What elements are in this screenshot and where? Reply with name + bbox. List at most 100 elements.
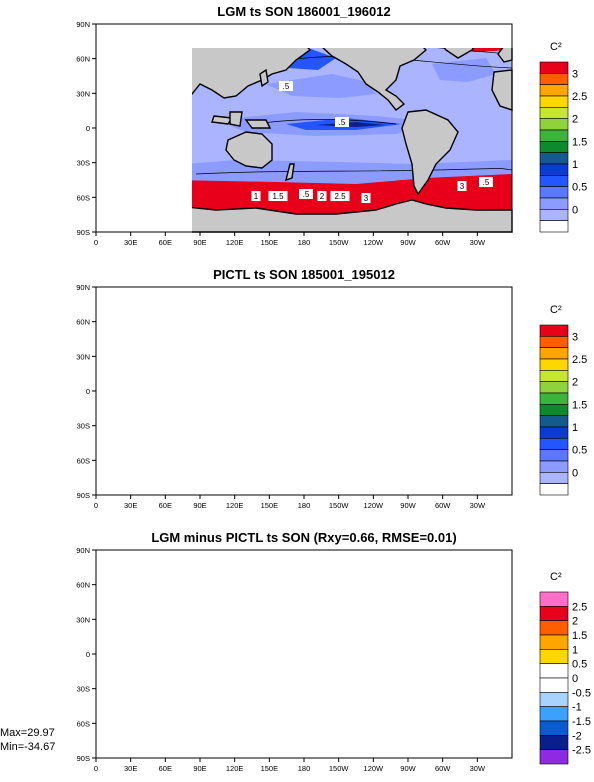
contour-label-box-1-5 — [251, 191, 261, 201]
field-patch-3-8 — [296, 718, 436, 732]
colorbar-swatch-3-4 — [539, 634, 569, 650]
colorbar-swatch-2-12 — [539, 449, 569, 462]
colorbar-swatch-1-8 — [539, 141, 569, 153]
contour-label-box-2-10 — [327, 454, 346, 464]
lat-tick-label-3-3: 30N — [76, 615, 90, 624]
field-patch-2-11 — [96, 421, 512, 453]
field-patch-1-13 — [426, 180, 512, 212]
lon-tick-label-3-12: 30W — [470, 764, 486, 773]
lon-tick-label-1-12: 30W — [470, 238, 486, 247]
contour-label-box-2-19 — [325, 450, 339, 460]
lon-tick-label-3-5: 120E — [226, 764, 244, 773]
lon-tick-label-2-4: 90E — [193, 501, 206, 510]
contour-label-2-3: 3 — [300, 297, 305, 306]
contour-label-box-2-20 — [482, 448, 491, 458]
lat-tick-label-2-2: 60N — [76, 318, 90, 327]
contour-label-2-13: 2.5 — [220, 461, 232, 470]
lon-tick-label-1-8: 150W — [329, 238, 350, 247]
colorbar-label-3-2: 2 — [572, 616, 578, 628]
contour-label-1-9: 2.5 — [334, 192, 346, 201]
contour-label-3-8: 1 — [218, 722, 223, 731]
lat-tick-label-3-4: 0 — [86, 650, 90, 659]
colorbar-swatch-2-15 — [539, 483, 569, 496]
colorbar-label-1-5: 1 — [572, 159, 578, 171]
lat-tick-label-1-3: 30N — [76, 89, 90, 98]
lon-tick-label-3-1: 0 — [94, 764, 98, 773]
contour-label-box-2-17 — [289, 476, 308, 486]
lon-tick-label-2-10: 90W — [400, 501, 416, 510]
contour-label-box-3-9 — [224, 721, 233, 731]
colorbar-swatch-3-12 — [539, 749, 569, 765]
colorbar-unit-1: C² — [550, 41, 562, 53]
colorbar-label-2-1: 3 — [572, 331, 578, 343]
field-patch-2-3 — [136, 287, 496, 299]
colorbar-swatch-2-2 — [539, 336, 569, 348]
field-patch-1-5 — [266, 74, 376, 98]
lat-tick-label-3-5: 30S — [77, 685, 90, 694]
field-patch-3-2 — [96, 550, 176, 570]
contour-label-3-2: 0 — [212, 634, 217, 643]
contour-line-1-2 — [192, 56, 513, 69]
contour-line-3-4 — [236, 690, 416, 692]
field-patch-3-4 — [316, 552, 456, 562]
field-patch-2-5 — [264, 327, 358, 349]
colorbar-label-2-3: 2 — [572, 377, 578, 389]
lat-tick-label-3-7: 90S — [77, 754, 90, 763]
panel-3: LGM minus PICTL ts SON (Rxy=0.66, RMSE=0… — [0, 530, 591, 773]
colorbar-swatch-1-9 — [539, 152, 569, 165]
lat-tick-label-3-6: 60S — [77, 719, 90, 728]
contour-label-box-3-2 — [210, 633, 219, 643]
contour-label-box-2-14 — [245, 458, 259, 468]
colorbar-swatch-1-10 — [539, 163, 569, 176]
field-patch-2-7 — [426, 329, 492, 349]
contour-label-2-15: 1 — [266, 459, 271, 468]
stat-max: Max=29.97 — [0, 727, 55, 739]
lon-tick-label-3-4: 90E — [193, 764, 206, 773]
lon-tick-label-1-10: 90W — [400, 238, 416, 247]
colorbar-swatch-1-1 — [539, 61, 569, 74]
field-patch-3-3 — [156, 552, 316, 564]
contour-label-box-2-8 — [429, 342, 443, 352]
contour-label-1-8: 2 — [320, 192, 325, 201]
lon-tick-label-2-2: 30E — [124, 501, 137, 510]
colorbar-label-2-5: 1 — [572, 422, 578, 434]
contour-label-box-2-16 — [278, 458, 287, 468]
contour-label-2-20: 1 — [484, 449, 489, 458]
contour-label-3-5: -2 — [178, 722, 186, 731]
contour-label-box-1-2 — [492, 29, 501, 39]
colorbar-swatch-3-8 — [539, 692, 569, 707]
colorbar-label-3-11: -2.5 — [572, 745, 591, 757]
colorbar-swatch-1-15 — [539, 220, 569, 233]
contour-label-2-9: 3 — [340, 379, 345, 388]
contour-label-2-18: 3 — [306, 477, 311, 486]
lat-tick-label-3-2: 60N — [76, 581, 90, 590]
contour-label-box-3-4 — [302, 659, 311, 669]
contour-label-3-9: 2 — [226, 722, 231, 731]
contour-label-box-1-11 — [457, 181, 467, 191]
lon-tick-label-2-6: 150E — [261, 501, 279, 510]
lat-tick-label-3-1: 90N — [76, 546, 90, 555]
colorbar-label-3-7: -0.5 — [572, 687, 591, 699]
contour-label-1-12: .5 — [483, 178, 490, 187]
land-3 — [96, 554, 512, 758]
lat-tick-label-2-7: 90S — [77, 491, 90, 500]
contour-label-box-1-7 — [299, 189, 313, 199]
colorbar-unit-3: C² — [550, 571, 562, 583]
contour-label-1-7: .5 — [303, 190, 310, 199]
contour-line-3-3 — [196, 669, 456, 672]
contour-label-1-5: 1 — [254, 192, 259, 201]
colorbar-label-1-2: 2.5 — [572, 91, 587, 103]
contour-label-box-1-9 — [330, 191, 350, 201]
contour-label-3-6: -1 — [192, 724, 200, 733]
contour-label-box-3-11 — [365, 727, 379, 737]
colorbar-swatch-2-4 — [539, 358, 569, 371]
colorbar-label-1-7: 0 — [572, 204, 578, 216]
colorbar-swatch-2-8 — [539, 404, 569, 416]
contour-line-2-3 — [196, 428, 512, 434]
stat-min: Min=-34.67 — [0, 741, 55, 753]
contour-label-box-2-2 — [282, 296, 291, 306]
contour-label-2-5: 2 — [104, 303, 109, 312]
